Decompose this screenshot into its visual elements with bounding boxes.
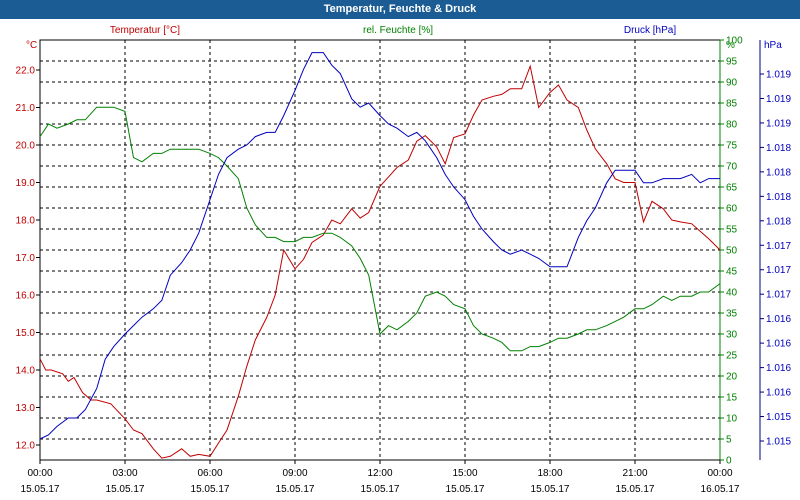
grid [40, 40, 720, 460]
middle-axis-label: rel. Feuchte [%] [363, 25, 433, 36]
x-tick-time: 21:00 [622, 468, 647, 479]
middle-tick-label: 60 [726, 204, 738, 215]
right-tick-label: 1.019 [766, 94, 791, 105]
middle-axis-ticks: 0 5 10 15 20 25 30 35 40 45 50 55 60 65 70 75 80 85 90 95 10… [720, 36, 743, 467]
left-tick-label: 18.0 [16, 216, 36, 227]
middle-tick-label: 35 [726, 309, 738, 320]
middle-tick-label: 20 [726, 372, 738, 383]
middle-tick-label: 30 [726, 330, 738, 341]
middle-tick-label: 75 [726, 141, 738, 152]
right-axis-unit: hPa [764, 40, 782, 51]
right-tick-label: 1.019 [766, 70, 791, 81]
x-tick-time: 00:00 [27, 468, 52, 479]
x-axis-ticks: 00:00 15.05.17 03:00 15.05.17 06:00 15.05.17 0… [21, 460, 740, 495]
x-tick-date: 15.05.17 [106, 484, 145, 495]
middle-tick-label: 55 [726, 225, 738, 236]
left-tick-label: 13.0 [16, 403, 36, 414]
x-tick-date: 15.05.17 [531, 484, 570, 495]
middle-tick-label: 85 [726, 99, 738, 110]
middle-tick-label: 0 [726, 456, 732, 467]
middle-tick-label: 40 [726, 288, 738, 299]
left-axis-ticks: 12.0 13.0 14.0 15.0 16.0 17.0 18.0 19.0 20.0 21.0… [16, 66, 40, 452]
right-tick-label: 1.017 [766, 241, 791, 252]
left-tick-label: 22.0 [16, 66, 36, 77]
right-tick-label: 1.019 [766, 118, 791, 129]
left-tick-label: 20.0 [16, 141, 36, 152]
right-tick-label: 1.017 [766, 265, 791, 276]
right-tick-label: 1.016 [766, 339, 791, 350]
right-tick-label: 1.016 [766, 388, 791, 399]
x-tick-time: 12:00 [367, 468, 392, 479]
left-tick-label: 21.0 [16, 103, 36, 114]
right-axis-ticks: 1.015 1.015 1.016 1.016 1.016 1.016 1.017 1.017… [760, 70, 791, 448]
x-tick-date: 15.05.17 [276, 484, 315, 495]
middle-tick-label: 95 [726, 57, 738, 68]
right-tick-label: 1.018 [766, 143, 791, 154]
middle-tick-label: 70 [726, 162, 738, 173]
middle-tick-label: 65 [726, 183, 738, 194]
middle-tick-label: 15 [726, 393, 738, 404]
middle-axis-unit: % [726, 40, 735, 51]
pressure-line [39, 52, 720, 440]
middle-tick-label: 100 [726, 36, 743, 47]
x-tick-date: 16.05.17 [701, 484, 740, 495]
left-tick-label: 17.0 [16, 253, 36, 264]
x-tick-time: 03:00 [112, 468, 137, 479]
left-tick-label: 14.0 [16, 366, 36, 377]
left-tick-label: 12.0 [16, 441, 36, 452]
middle-tick-label: 80 [726, 120, 738, 131]
left-axis-unit: °C [26, 40, 37, 51]
series-lines [39, 52, 721, 459]
middle-tick-label: 90 [726, 78, 738, 89]
middle-tick-label: 45 [726, 267, 738, 278]
right-tick-label: 1.015 [766, 412, 791, 423]
right-tick-label: 1.018 [766, 216, 791, 227]
x-tick-date: 15.05.17 [446, 484, 485, 495]
right-tick-label: 1.016 [766, 314, 791, 325]
x-tick-time: 06:00 [197, 468, 222, 479]
x-tick-time: 00:00 [707, 468, 732, 479]
chart-title: Temperatur, Feuchte & Druck [0, 0, 800, 19]
left-axis-label: Temperatur [°C] [110, 25, 180, 36]
temperature-line [39, 64, 721, 459]
right-tick-label: 1.018 [766, 167, 791, 178]
x-tick-date: 15.05.17 [21, 484, 60, 495]
right-tick-label: 1.018 [766, 192, 791, 203]
left-tick-label: 19.0 [16, 178, 36, 189]
middle-tick-label: 25 [726, 351, 738, 362]
x-tick-date: 15.05.17 [191, 484, 230, 495]
x-tick-time: 09:00 [282, 468, 307, 479]
humidity-line [39, 106, 721, 352]
middle-tick-label: 50 [726, 246, 738, 257]
right-tick-label: 1.015 [766, 437, 791, 448]
right-tick-label: 1.017 [766, 290, 791, 301]
x-tick-date: 15.05.17 [616, 484, 655, 495]
middle-tick-label: 5 [726, 435, 732, 446]
left-tick-label: 15.0 [16, 328, 36, 339]
right-axis-label: Druck [hPa] [624, 25, 676, 36]
left-tick-label: 16.0 [16, 291, 36, 302]
middle-tick-label: 10 [726, 414, 738, 425]
x-tick-time: 15:00 [452, 468, 477, 479]
x-tick-time: 18:00 [537, 468, 562, 479]
x-tick-date: 15.05.17 [361, 484, 400, 495]
right-tick-label: 1.016 [766, 363, 791, 374]
